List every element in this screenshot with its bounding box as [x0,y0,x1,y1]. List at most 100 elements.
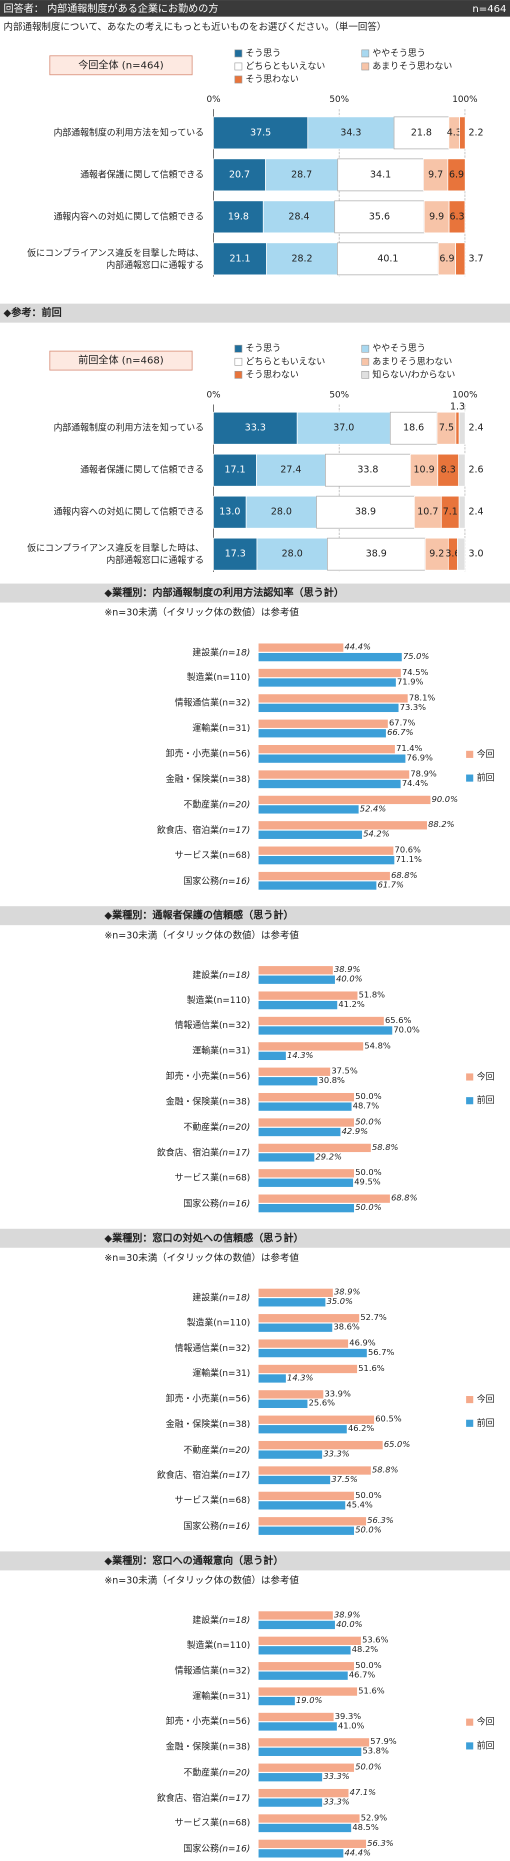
value-label: 3.0 [468,549,483,560]
value-label: 9.9 [429,211,444,222]
legend-swatch [466,1097,474,1105]
category-label: 不動産業(n=20) [183,1121,250,1133]
bar [258,1288,333,1297]
bar [258,754,406,763]
category-label: 卸売・小売業(n=56) [166,1070,251,1082]
bar [258,1611,333,1620]
value-label: 60.5% [375,1414,401,1424]
bar [258,1773,323,1782]
bar-segment [455,242,466,276]
text-part: 仮にコンプライアンス違反を目撃した時は、 [27,246,204,258]
value-label: 7.5 [439,423,454,434]
bar [258,1636,361,1645]
value-label: 65.6% [385,1015,411,1025]
legend-label: 今回 [477,1070,495,1082]
value-label: 44.4% [345,642,371,652]
bar [258,1348,367,1358]
text-part: 建設業 [192,968,219,980]
legend-swatch [466,1073,474,1081]
legend-swatch [361,62,370,71]
value-label: 41.0% [338,1720,364,1730]
category-label: 金融・保険業(n=38) [166,1418,251,1430]
text-part: (n=18) [219,1616,250,1626]
text-part: (n=20) [219,1768,250,1778]
text-part: 国家公務 [183,1842,219,1854]
legend-label: どちらともいえない [246,61,326,72]
category-label: 建設業(n=18) [192,1291,250,1303]
category-label: 製造業(n=110) [187,1316,251,1328]
value-label: 61.7% [378,879,404,889]
value-label: 52.4% [360,803,386,813]
chart-title: 今回全体 (n=464) [78,58,164,71]
chart-title: ◆業種別：内部通報制度の利用方法認知率（思う計） [104,586,344,599]
category-label: 金融・保険業(n=38) [166,773,251,785]
legend-label: 知らない/わからない [372,368,455,380]
legend-swatch [466,774,474,782]
legend-swatch [361,370,370,379]
bar [258,1204,355,1213]
bar [258,1067,331,1076]
legend-swatch [466,750,474,758]
bar-segment [423,200,450,234]
value-label: 56.7% [368,1347,394,1357]
value-label: 33.3% [323,1449,349,1459]
value-label: 51.6% [358,1363,384,1373]
bar-segment [262,200,336,234]
value-label: 66.7% [387,727,413,737]
legend-swatch [234,357,243,366]
bar-segment [423,158,449,192]
bar [258,1687,358,1696]
value-label: 9.2 [429,549,444,560]
value-label: 6.3 [449,211,464,222]
text-part: 内部通報窓口に通報する [106,554,204,566]
value-label: 51.6% [358,1685,384,1695]
text-part: (n=17) [219,826,250,836]
legend-label: 今回 [477,748,495,760]
category-label: 情報通信業(n=32) [175,1664,251,1676]
bar [258,966,333,975]
section-heading: ◆参考：前回 [4,306,62,319]
legend-swatch [234,62,243,71]
bar [258,1466,371,1475]
x-tick-label: 50% [329,95,349,105]
text-part: (n=17) [219,1471,250,1481]
bar [258,1662,355,1671]
value-label: 18.6 [403,423,424,434]
bar-segment [213,453,257,487]
header-n: n=464 [472,4,506,15]
text-part: (n=16) [219,1522,250,1532]
bar-segment [327,537,426,571]
bar [258,1788,349,1798]
value-label: 68.8% [391,1193,417,1203]
category-label: 仮にコンプライアンス違反を目撃した時は、内部通報窓口に通報する [27,542,204,566]
bar-segment [265,158,339,192]
bar-segment [337,158,424,192]
value-label: 88.2% [428,819,454,829]
bar [258,1000,338,1010]
bar [258,1425,347,1434]
chart-note: ※n=30未満（イタリック体の数値）は参考値 [104,1575,299,1587]
value-label: 50.0% [355,1091,381,1101]
bar [258,1143,371,1153]
bar [258,1798,323,1807]
value-label: 33.3% [323,1797,349,1807]
bar-segment [414,495,442,529]
bar-segment [455,411,460,445]
value-label: 35.6 [369,211,390,222]
category-label: 飲食店、宿泊業(n=17) [157,1791,250,1803]
category-label: 運輸業(n=31) [192,1367,250,1379]
legend-label: ややそう思う [372,343,425,354]
bar [258,1722,337,1731]
value-label: 29.2% [316,1151,342,1161]
category-label: サービス業(n=68) [175,1817,251,1829]
value-label: 50.0% [355,1762,381,1772]
bar [258,643,344,652]
value-label: 14.3% [287,1050,313,1060]
value-label: 25.6% [309,1398,335,1408]
bar [258,1823,352,1833]
text-part: 国家公務 [183,874,219,886]
bar [258,795,431,805]
bar [258,1169,355,1178]
legend-swatch [466,1742,474,1750]
text-part: (n=17) [219,1793,250,1803]
